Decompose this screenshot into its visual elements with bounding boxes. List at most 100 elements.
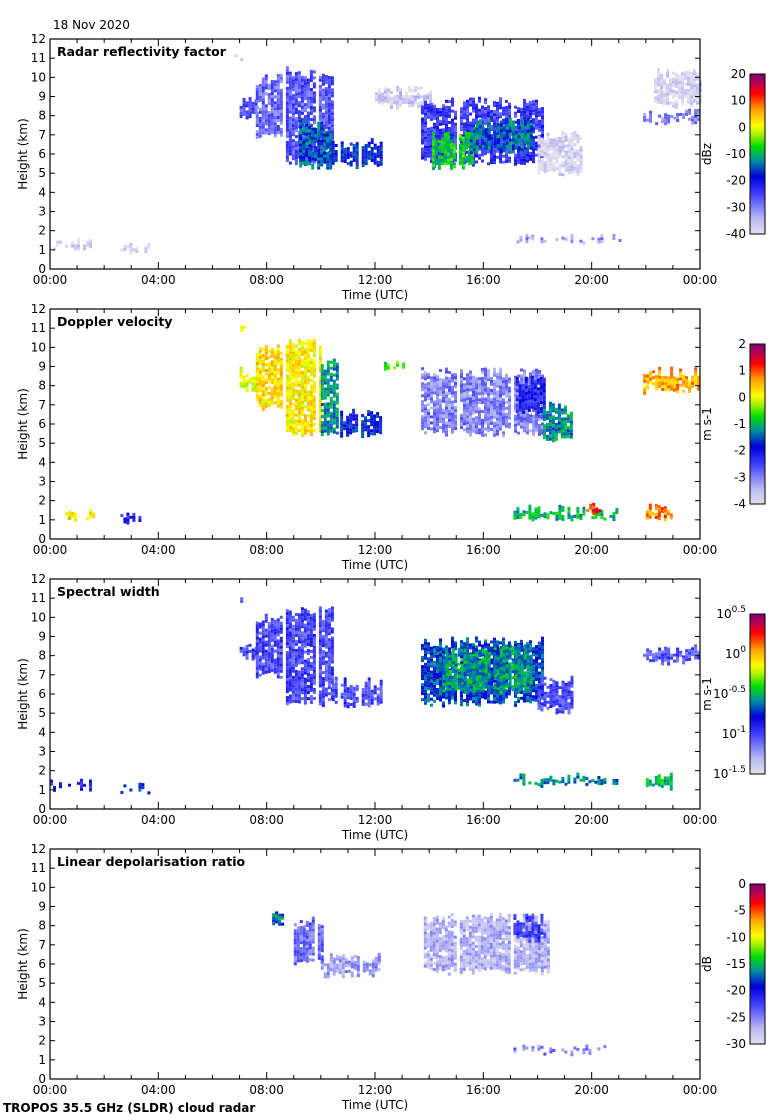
y-tick-label: 1 — [38, 243, 46, 257]
colorbar-swatch — [750, 90, 765, 93]
radar-pixel — [658, 366, 662, 370]
radar-pixel — [306, 375, 310, 379]
radar-pixel — [312, 118, 316, 122]
radar-pixel — [511, 135, 515, 139]
radar-pixel — [493, 397, 496, 401]
radar-pixel — [285, 74, 289, 78]
radar-pixel — [279, 390, 283, 394]
radar-pixel — [514, 162, 517, 166]
radar-pixel — [332, 367, 336, 371]
radar-pixel — [89, 509, 92, 513]
radar-pixel — [448, 382, 451, 386]
radar-pixel — [597, 237, 601, 241]
radar-pixel — [279, 642, 283, 646]
radar-pixel — [303, 623, 307, 627]
radar-pixel — [251, 651, 255, 655]
radar-pixel — [327, 112, 331, 115]
radar-pixel — [320, 163, 324, 167]
radar-pixel — [688, 383, 692, 387]
radar-pixel — [312, 115, 316, 119]
radar-pixel — [499, 418, 502, 422]
radar-pixel — [309, 676, 313, 680]
radar-pixel — [285, 624, 289, 628]
radar-pixel — [517, 149, 520, 152]
radar-pixel — [490, 155, 493, 158]
radar-pixel — [520, 136, 524, 140]
radar-pixel — [532, 157, 535, 161]
radar-pixel — [258, 361, 262, 365]
radar-pixel — [300, 655, 304, 659]
colorbar-swatch — [750, 174, 765, 177]
radar-pixel — [300, 108, 304, 112]
radar-pixel — [554, 428, 558, 432]
radar-pixel — [332, 400, 336, 404]
radar-pixel — [517, 138, 521, 142]
radar-pixel — [334, 156, 338, 159]
radar-pixel — [508, 416, 511, 420]
radar-pixel — [288, 80, 292, 84]
radar-pixel — [332, 364, 336, 368]
radar-pixel — [493, 391, 496, 395]
radar-pixel — [309, 417, 313, 421]
radar-pixel — [327, 106, 331, 109]
radar-pixel — [326, 432, 330, 436]
radar-pixel — [469, 388, 472, 392]
colorbar-swatch — [750, 414, 765, 417]
radar-pixel — [126, 515, 130, 519]
radar-pixel — [299, 146, 303, 150]
radar-pixel — [285, 660, 289, 664]
radar-pixel — [505, 412, 508, 416]
radar-pixel — [376, 154, 380, 158]
radar-pixel — [540, 153, 544, 156]
radar-pixel — [267, 373, 271, 377]
radar-pixel — [77, 241, 80, 245]
radar-pixel — [564, 132, 568, 136]
radar-pixel — [540, 150, 544, 153]
radar-pixel — [291, 133, 295, 137]
radar-pixel — [436, 156, 439, 159]
radar-pixel — [505, 400, 508, 404]
radar-pixel — [273, 95, 277, 99]
radar-pixel — [396, 88, 399, 92]
radar-pixel — [421, 135, 424, 139]
radar-pixel — [579, 154, 583, 158]
radar-pixel — [261, 653, 265, 657]
radar-pixel — [291, 109, 295, 113]
radar-pixel — [443, 153, 447, 157]
radar-pixel — [297, 631, 301, 635]
radar-pixel — [505, 106, 508, 109]
radar-pixel — [273, 622, 277, 626]
radar-pixel — [514, 378, 517, 382]
radar-pixel — [538, 113, 541, 117]
radar-pixel — [463, 398, 466, 402]
radar-pixel — [445, 126, 448, 130]
radar-pixel — [270, 372, 274, 376]
radar-pixel — [240, 329, 244, 332]
radar-pixel — [589, 506, 593, 510]
radar-pixel — [285, 651, 289, 655]
radar-pixel — [291, 421, 295, 425]
radar-pixel — [433, 110, 436, 114]
radar-pixel — [481, 120, 484, 124]
radar-pixel — [309, 363, 313, 367]
radar-pixel — [589, 503, 593, 507]
radar-pixel — [361, 161, 365, 165]
radar-pixel — [89, 242, 92, 246]
colorbar-swatch — [750, 494, 765, 497]
radar-pixel — [306, 667, 310, 671]
y-tick-label: 4 — [38, 455, 46, 469]
radar-pixel — [318, 429, 322, 433]
radar-pixel — [464, 137, 468, 141]
radar-pixel — [499, 397, 502, 401]
radar-pixel — [454, 373, 457, 376]
radar-pixel — [242, 112, 246, 116]
radar-pixel — [352, 149, 356, 153]
radar-pixel — [303, 701, 307, 705]
radar-pixel — [264, 80, 268, 84]
radar-pixel — [693, 72, 696, 76]
radar-pixel — [554, 434, 558, 438]
y-tick-label: 0 — [38, 262, 46, 276]
radar-pixel — [481, 126, 485, 130]
radar-pixel — [552, 512, 556, 515]
radar-pixel — [505, 376, 508, 380]
